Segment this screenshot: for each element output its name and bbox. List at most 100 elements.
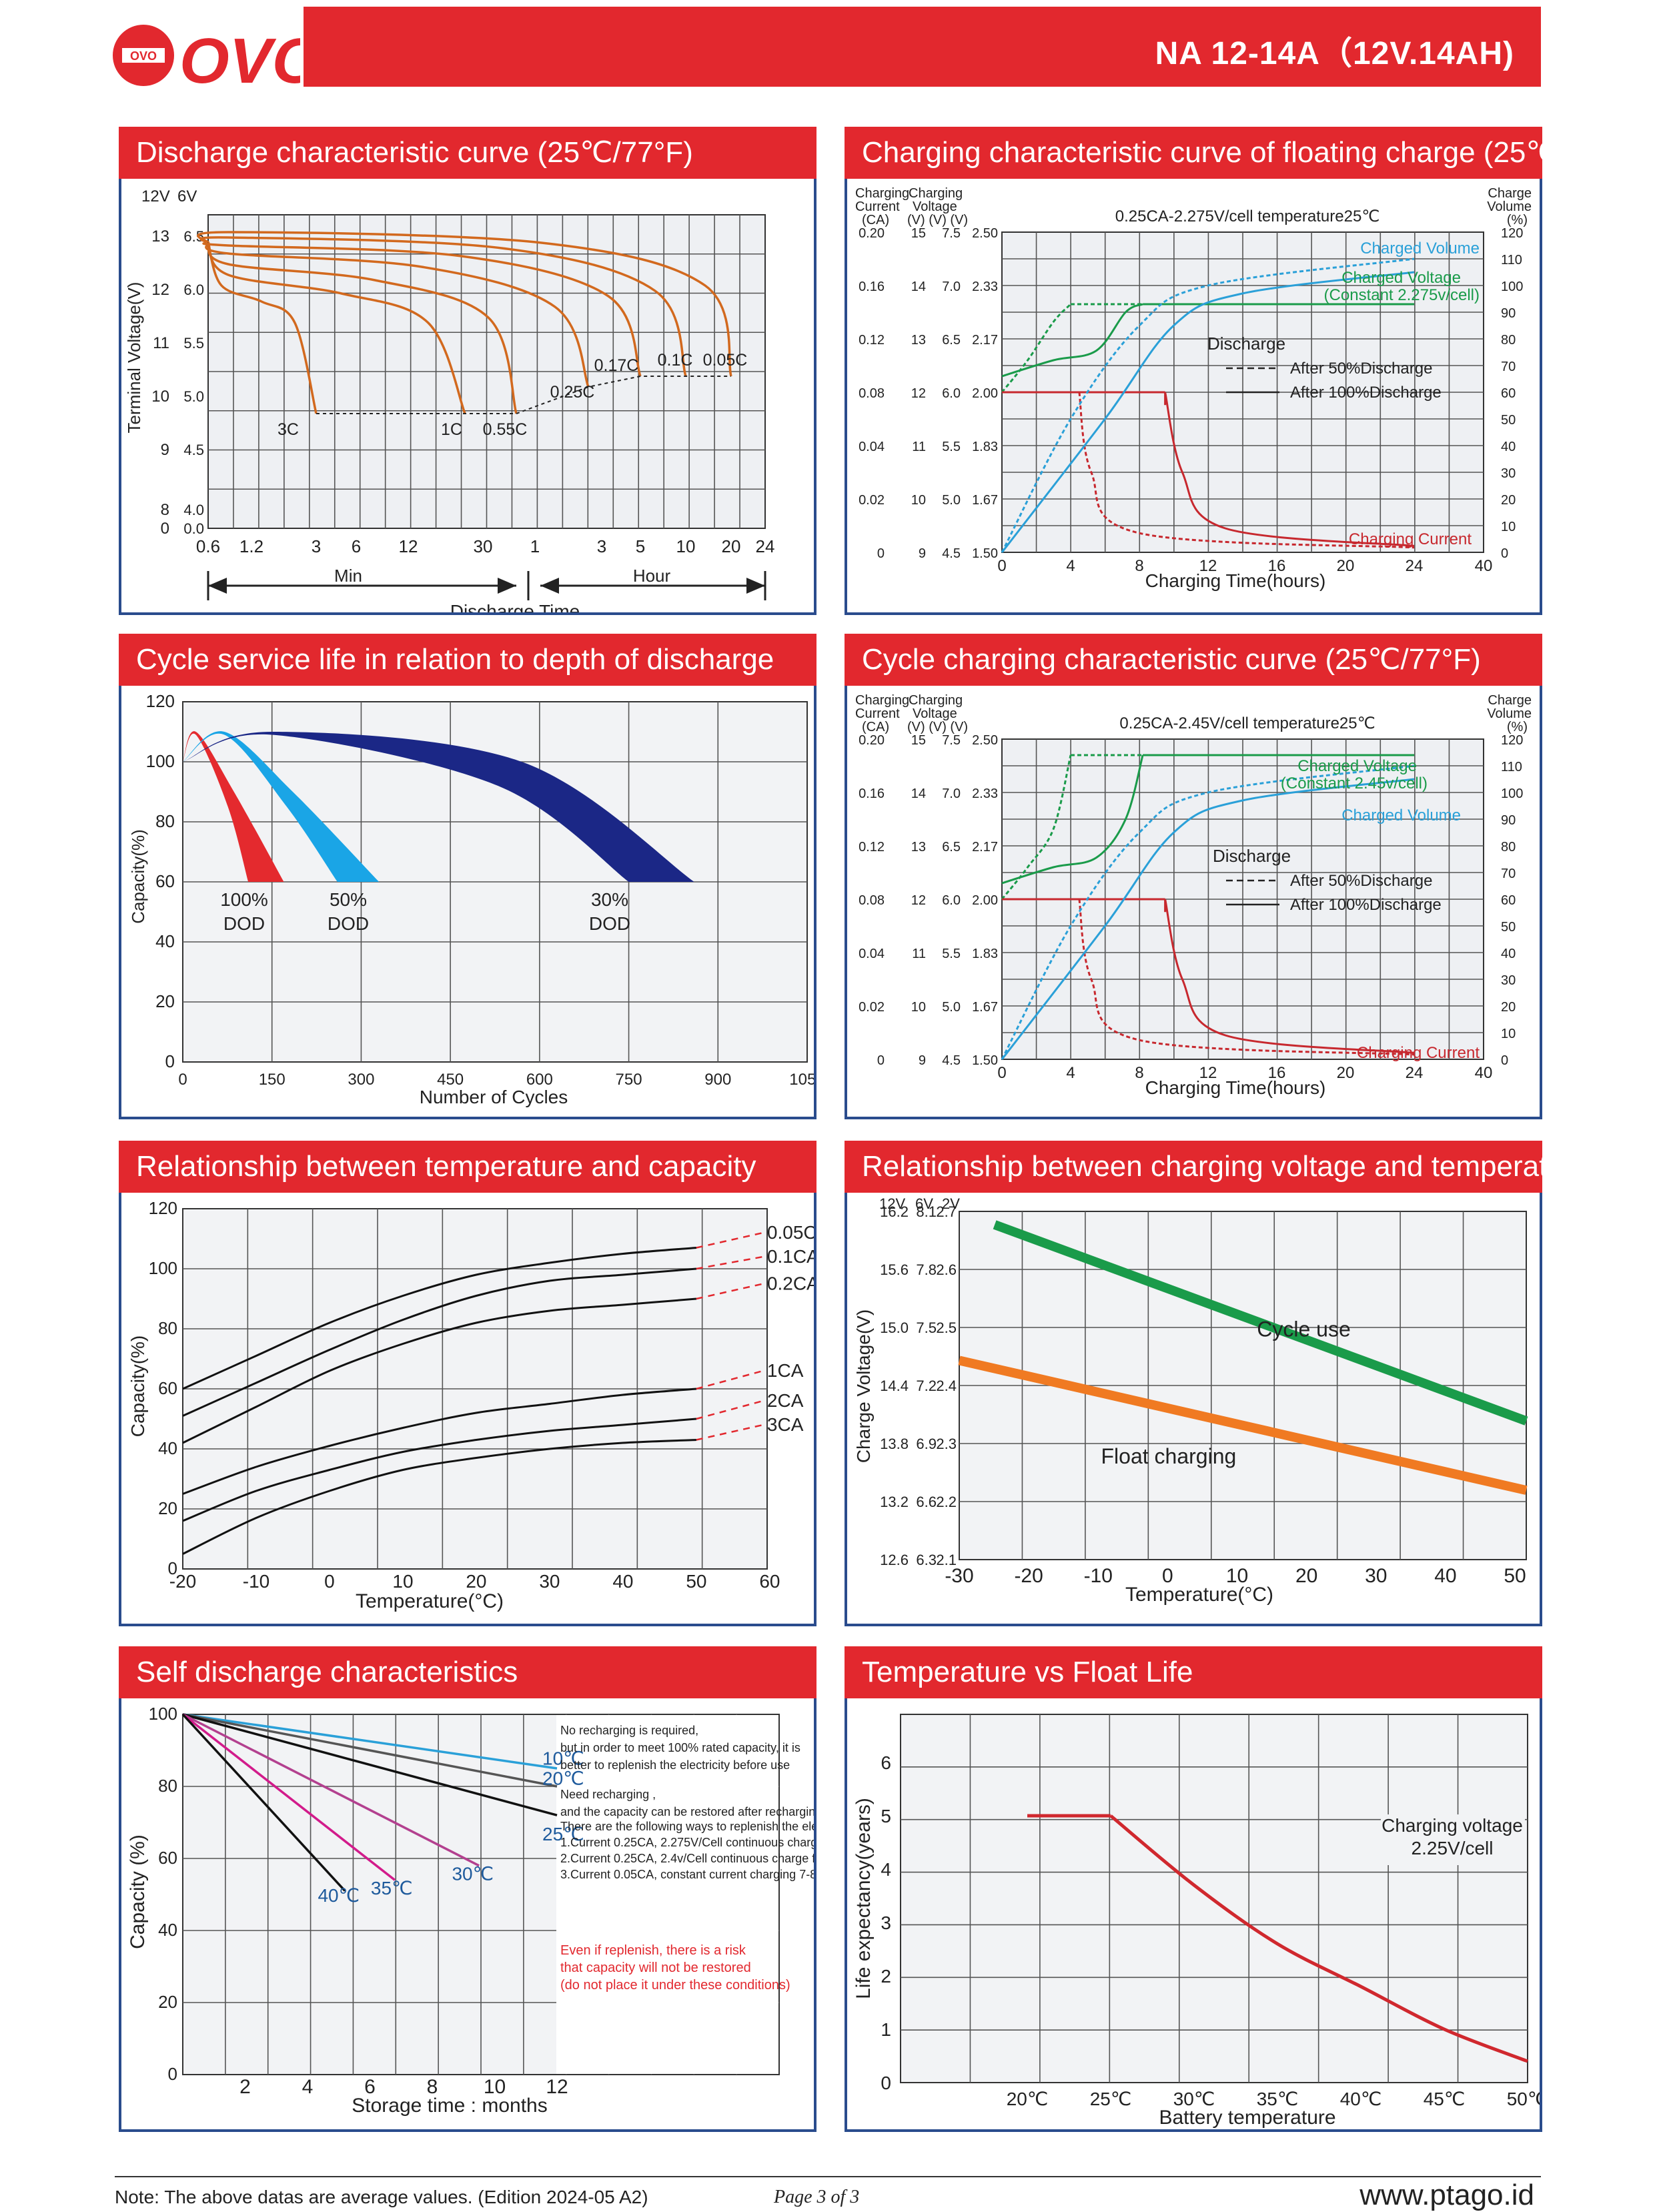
curve-label: 1CA: [767, 1360, 804, 1381]
y-tick-label: 8: [161, 501, 169, 519]
label-charged-volume: Charged Volume: [1341, 806, 1461, 824]
panel-self-discharge: Self discharge characteristics 0 20 40 60 80…: [119, 1646, 816, 2132]
dod-label: 100%: [220, 889, 268, 910]
current-100-decay: [1164, 392, 1415, 547]
y-tick-volt12: 14: [911, 786, 926, 801]
x-tick-label: 60: [759, 1571, 780, 1592]
y-tick-label: 5: [881, 1806, 891, 1826]
note-line: There are the following ways to replenis…: [560, 1820, 814, 1833]
label-charged-volume: Charged Volume: [1360, 239, 1480, 257]
footer-url[interactable]: www.ptago.id: [1359, 2179, 1534, 2211]
y-tick-volt12: 15: [911, 733, 926, 748]
discharge-chart: 12V 6V089101112130.04.04.55.05.56.06.5Ter…: [124, 187, 774, 612]
x-group-label: Hour: [633, 566, 671, 586]
y-tick-label: 120: [149, 1198, 177, 1218]
y-tick-label: 80: [155, 811, 175, 831]
y-tick-volume: 90: [1501, 813, 1516, 828]
discharge-curve-0.05C: [197, 231, 732, 377]
y-tick-6v: 7.2: [916, 1377, 937, 1394]
y-tick-volt6: 6.0: [942, 893, 961, 908]
x-tick-label: 8: [1135, 1064, 1143, 1082]
self-discharge-line-3: [182, 1713, 480, 1867]
x-tick-label: 20: [1337, 1064, 1355, 1082]
y-tick-label: 9: [161, 441, 169, 459]
axis-header: Volume: [1487, 706, 1532, 721]
x-tick-label: 0: [997, 557, 1006, 575]
x-tick-label: 6: [364, 2076, 376, 2098]
x-axis-label: Temperature(°C): [356, 1590, 504, 1612]
dod-band-1: [183, 731, 380, 882]
x-tick-label: 150: [259, 1071, 286, 1089]
y-tick-volt6: 6.5: [942, 333, 961, 348]
discharge-curve-0.25C: [205, 241, 590, 388]
x-tick-label: 750: [616, 1071, 642, 1089]
x-axis-label: Discharge Time: [450, 601, 580, 612]
axis-header: Charging: [909, 186, 963, 201]
y-tick-volt6: 6.5: [942, 840, 961, 855]
axis-header: Voltage: [913, 706, 957, 721]
dod-label: DOD: [328, 913, 369, 934]
y-tick-volume: 120: [1501, 733, 1523, 748]
y-tick-volume: 80: [1501, 333, 1516, 348]
y-tick-label: 10: [151, 388, 169, 406]
y-tick-current: 0.02: [859, 1000, 885, 1015]
y-tick-volume: 20: [1501, 493, 1516, 508]
legend-after-100: After 100%Discharge: [1290, 384, 1442, 402]
panel-title: Cycle charging characteristic curve (25℃…: [845, 634, 1542, 686]
y-tick-2v: 2.5: [936, 1319, 957, 1336]
note-line: and the capacity can be restored after r…: [560, 1805, 814, 1818]
x-tick-label: 4: [302, 2076, 314, 2098]
y-tick-current: 0.04: [859, 440, 885, 454]
volume-100-curve: [1001, 778, 1415, 1060]
y-tick-current: 0.08: [859, 893, 885, 908]
y-tick-label: 1: [881, 2019, 891, 2040]
volt-temp-chart: 12V 6V 2V 12.6 6.3 2.1 13.2 6.6 2.2 13.8 6.9 2.3 14.…: [853, 1195, 1528, 1606]
dod-label: DOD: [223, 913, 265, 934]
y-tick-6v: 7.5: [916, 1319, 937, 1336]
brand-name: OVO: [179, 25, 300, 92]
y-tick-volt2: 2.50: [972, 733, 998, 748]
self-discharge-line-4: [181, 1713, 396, 1881]
y-tick-12v: 13.2: [880, 1494, 909, 1510]
y-tick-volume: 70: [1501, 360, 1516, 374]
x-tick-label: 12: [1199, 557, 1217, 575]
model-title: NA 12-14A（12V.14AH): [1155, 36, 1514, 71]
curve-label: 3C: [278, 420, 299, 439]
temp-label: 25℃: [542, 1824, 584, 1844]
note-line: 2.Current 0.25CA, 2.4v/Cell continuous c…: [560, 1852, 814, 1865]
x-tick-label: -10: [243, 1571, 269, 1592]
capacity-curve-2CA: [182, 1418, 697, 1522]
note-line: 1.Current 0.25CA, 2.275V/Cell continuous…: [560, 1836, 814, 1849]
y-tick-label: 4.0: [183, 502, 204, 518]
x-tick-label: 4: [1066, 557, 1075, 575]
x-tick-label: 0.6: [196, 536, 220, 556]
x-axis-label: Battery temperature: [1159, 2107, 1335, 2129]
y-tick-label: 2: [881, 1966, 891, 1987]
x-tick-label: 20: [1295, 1565, 1317, 1587]
capacity-curve-0.05CA: [182, 1247, 697, 1390]
axis-header: Volume: [1487, 199, 1532, 214]
y-tick-volume: 40: [1501, 947, 1516, 961]
y-tick-volume: 50: [1501, 413, 1516, 428]
legend-after-50: After 50%Discharge: [1290, 872, 1432, 890]
self-discharge-line-5: [181, 1713, 346, 1892]
y-tick-volt12: 9: [919, 1053, 926, 1068]
y-tick-label: 60: [158, 1848, 177, 1868]
x-tick-label: 50: [686, 1571, 706, 1592]
y-tick-current: 0.04: [859, 947, 885, 961]
panel-title: Relationship between temperature and cap…: [119, 1141, 816, 1193]
y-tick-volume: 110: [1501, 760, 1522, 774]
float-life-curve: [1109, 1814, 1528, 2063]
y-tick-volume: 60: [1501, 893, 1516, 908]
y-tick-label: 40: [158, 1920, 177, 1940]
panel-title: Discharge characteristic curve (25℃/77°F…: [119, 127, 816, 179]
chart-subtitle: 0.25CA-2.275V/cell temperature25℃: [1115, 207, 1380, 225]
x-tick-label: 30: [1365, 1565, 1387, 1587]
label-charged-voltage: Charged Voltage: [1297, 757, 1417, 775]
panel-title: Charging characteristic curve of floatin…: [845, 127, 1542, 179]
y-tick-volt2: 2.17: [972, 840, 998, 855]
y-tick-volume: 110: [1501, 253, 1522, 267]
panel-float-life: Temperature vs Float Life 0 1 2 3 4 5 6 20℃ 25℃ 3…: [845, 1646, 1542, 2132]
footer-note: Note: The above datas are average values…: [115, 2187, 648, 2207]
y-tick-volume: 100: [1501, 786, 1523, 801]
